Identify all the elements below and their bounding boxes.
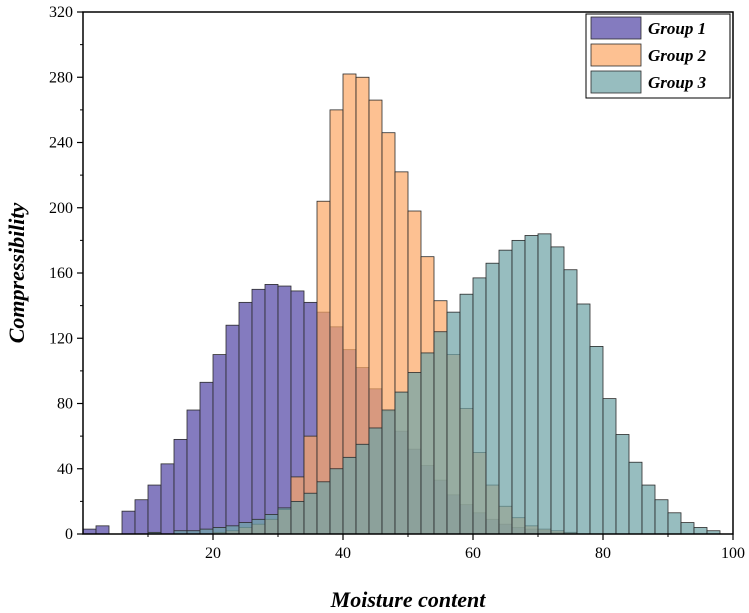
bar-group-3 — [654, 499, 669, 535]
bar-group-1 — [251, 288, 266, 535]
bar-group-3 — [511, 239, 526, 535]
bar-group-3 — [238, 522, 253, 535]
bars-layer — [82, 73, 721, 535]
bar-group-3 — [667, 512, 682, 535]
y-tick-label: 320 — [49, 4, 73, 21]
bar-group-3 — [459, 293, 474, 535]
x-tick-label: 80 — [595, 545, 611, 562]
bar-group-3 — [550, 246, 565, 535]
bar-group-3 — [680, 522, 695, 535]
bar-group-1 — [238, 301, 253, 535]
x-tick-label: 60 — [465, 545, 481, 562]
bar-group-3 — [212, 527, 227, 535]
y-tick-label: 80 — [57, 396, 73, 413]
bar-group-3 — [329, 468, 344, 535]
y-tick-label: 160 — [49, 265, 73, 282]
x-tick-label: 40 — [335, 545, 351, 562]
x-axis-title: Moisture content — [330, 587, 487, 612]
legend-label-group-2: Group 2 — [648, 46, 707, 65]
y-tick-label: 240 — [49, 135, 73, 152]
bar-group-3 — [485, 262, 500, 535]
bar-group-3 — [602, 398, 617, 535]
bar-group-3 — [576, 303, 591, 535]
legend-swatch-group-3 — [590, 70, 642, 94]
bar-group-1 — [199, 381, 214, 535]
bar-group-3 — [524, 235, 539, 535]
bar-group-3 — [472, 277, 487, 535]
bar-group-3 — [641, 484, 656, 535]
bar-group-3 — [693, 527, 708, 535]
bar-group-3 — [433, 331, 448, 535]
bar-group-1 — [173, 438, 188, 535]
series-group-3 — [147, 233, 721, 535]
legend-swatch-group-2 — [590, 43, 642, 67]
y-tick-label: 200 — [49, 200, 73, 217]
bar-group-3 — [381, 409, 396, 535]
y-axis-title: Compressibility — [4, 202, 29, 343]
bar-group-3 — [290, 500, 305, 535]
bar-group-1 — [264, 284, 279, 535]
bar-group-1 — [160, 463, 175, 535]
bar-group-1 — [277, 285, 292, 535]
bar-group-3 — [355, 443, 370, 535]
bar-group-3 — [225, 525, 240, 535]
bar-group-3 — [407, 372, 422, 535]
y-tick-label: 120 — [49, 330, 73, 347]
bar-group-1 — [225, 324, 240, 535]
bar-group-3 — [537, 233, 552, 535]
bar-group-3 — [368, 427, 383, 535]
bar-group-3 — [628, 461, 643, 535]
x-tick-label: 100 — [721, 545, 745, 562]
bar-group-3 — [316, 481, 331, 535]
bar-group-3 — [394, 391, 409, 535]
x-axis: 20 40 60 80 100 — [147, 534, 745, 562]
legend-swatch-group-1 — [590, 16, 642, 40]
bar-group-1 — [186, 409, 201, 535]
legend-label-group-3: Group 3 — [648, 73, 707, 92]
bar-group-3 — [264, 514, 279, 535]
bar-group-3 — [303, 492, 318, 535]
bar-group-3 — [563, 269, 578, 535]
bar-group-3 — [498, 249, 513, 535]
y-axis: 0 40 80 120 160 200 240 280 320 — [49, 4, 83, 543]
bar-group-3 — [420, 352, 435, 535]
bar-group-1 — [95, 525, 110, 535]
y-tick-label: 0 — [65, 526, 73, 543]
bar-group-3 — [615, 434, 630, 535]
bar-group-3 — [446, 311, 461, 535]
bar-group-1 — [212, 354, 227, 535]
bar-group-1 — [147, 484, 162, 535]
bar-group-1 — [134, 499, 149, 535]
bar-group-3 — [589, 346, 604, 535]
legend: Group 1 Group 2 Group 3 — [585, 13, 731, 99]
y-tick-label: 280 — [49, 69, 73, 86]
bar-group-3 — [277, 507, 292, 535]
bar-group-1 — [121, 510, 136, 535]
y-tick-label: 40 — [57, 461, 73, 478]
x-tick-label: 20 — [205, 545, 221, 562]
bar-group-3 — [342, 456, 357, 535]
bar-group-3 — [251, 518, 266, 535]
legend-label-group-1: Group 1 — [648, 19, 706, 38]
